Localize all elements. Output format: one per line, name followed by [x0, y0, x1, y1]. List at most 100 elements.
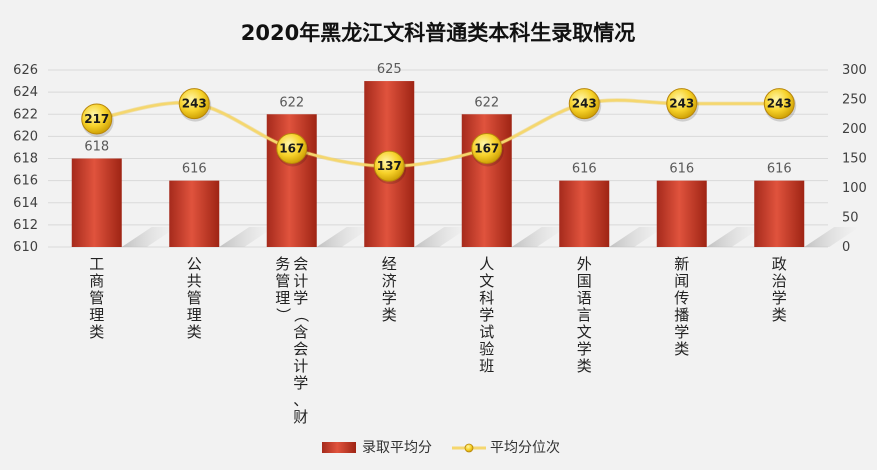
bar [754, 180, 805, 247]
left-axis: 610 612 614 616 618 620 622 624 626 [13, 63, 38, 255]
left-tick-label: 616 [13, 174, 38, 189]
category-char: 商 [89, 272, 104, 290]
right-tick-label: 50 [842, 211, 859, 226]
line-data-label: 217 [84, 112, 109, 126]
line-data-label: 243 [767, 97, 792, 111]
category-char: 类 [89, 323, 104, 341]
category-char: 班 [479, 357, 494, 375]
category-axis-labels: 工商管理类公共管理类会计学（含会计学、财务管理）经济学类人文科学试验班外国语言文… [89, 255, 787, 426]
category-char: 外 [577, 255, 592, 273]
line-data-label: 243 [182, 97, 207, 111]
category-char: 学 [577, 340, 592, 358]
bar-data-label: 616 [182, 162, 207, 177]
right-tick-label: 200 [842, 122, 867, 137]
legend-label: 录取平均分 [362, 440, 432, 456]
left-tick-label: 624 [13, 85, 38, 100]
category-char: 计 [293, 357, 308, 375]
category-char: 类 [772, 306, 787, 324]
line-marker [568, 88, 600, 120]
left-tick-label: 612 [13, 218, 38, 233]
bar-shadow [121, 227, 177, 247]
right-tick-label: 100 [842, 181, 867, 196]
line-data-label: 167 [474, 141, 499, 155]
category-char: 学 [674, 323, 689, 341]
left-tick-label: 622 [13, 107, 38, 122]
line-marker [666, 88, 698, 120]
line-data-label: 243 [669, 97, 694, 111]
category-char: 务 [275, 255, 290, 273]
bar-shadow [414, 227, 470, 247]
category-char: 文 [577, 323, 592, 341]
legend-swatch-bar [322, 442, 356, 453]
left-tick-label: 618 [13, 152, 38, 167]
left-tick-label: 626 [13, 63, 38, 78]
category-char: 类 [382, 306, 397, 324]
line-data-label: 167 [279, 141, 304, 155]
category-char: 公 [187, 255, 202, 273]
category-char: 、 [293, 391, 308, 409]
category-char: 含 [293, 323, 308, 341]
bar-data-labels: 618 616 622 625 622 616 616 616 [84, 62, 791, 177]
category-char: 治 [772, 272, 787, 290]
category-char: 科 [479, 289, 494, 307]
category-char: 验 [479, 340, 494, 358]
bar-shadow [219, 227, 275, 247]
category-char: 类 [187, 323, 202, 341]
bar [169, 180, 220, 247]
category-char: 共 [187, 272, 202, 290]
bar-shadow [609, 227, 665, 247]
category-char: 管 [187, 289, 202, 307]
bar-data-label: 616 [572, 162, 597, 177]
category-char: 管 [89, 289, 104, 307]
category-char: 文 [479, 272, 494, 290]
bar [71, 158, 122, 247]
bar-data-label: 625 [377, 62, 402, 77]
category-char: 言 [577, 306, 592, 324]
line-marker [471, 132, 503, 164]
bar-shadow [511, 227, 567, 247]
line-data-label: 243 [572, 97, 597, 111]
legend: 录取平均分 平均分位次 [322, 440, 560, 456]
category-char: 新 [674, 255, 689, 273]
category-char: 会 [293, 340, 308, 358]
bar-shadows [121, 227, 860, 247]
bar-data-label: 622 [279, 95, 304, 110]
line-marker [763, 88, 795, 120]
bar-data-label: 622 [474, 95, 499, 110]
line-marker [81, 103, 113, 135]
category-char: 播 [674, 306, 689, 324]
category-char: 学 [293, 289, 308, 307]
category-char: 人 [479, 255, 494, 273]
category-char: 传 [674, 289, 689, 307]
left-tick-label: 614 [13, 196, 38, 211]
bar-data-label: 616 [669, 162, 694, 177]
category-char: 学 [293, 374, 308, 392]
category-char: 理 [275, 289, 290, 307]
right-axis: 0 50 100 150 200 250 300 [842, 63, 867, 255]
right-tick-label: 250 [842, 93, 867, 108]
line-data-label: 137 [377, 159, 402, 173]
legend-swatch-marker [464, 443, 474, 453]
right-tick-label: 150 [842, 152, 867, 167]
category-char: （ [292, 307, 310, 322]
bar [656, 180, 707, 247]
grid-lines [48, 69, 828, 248]
bar-shadow [316, 227, 372, 247]
category-char: 经 [382, 255, 397, 273]
category-char: 济 [382, 272, 397, 290]
bar-data-label: 618 [84, 140, 109, 155]
bar-shadow [706, 227, 762, 247]
bar [559, 180, 610, 247]
category-char: 理 [89, 306, 104, 324]
right-tick-label: 0 [842, 240, 850, 255]
category-char: 语 [577, 289, 592, 307]
category-char: 闻 [674, 272, 689, 290]
category-char: 学 [772, 289, 787, 307]
